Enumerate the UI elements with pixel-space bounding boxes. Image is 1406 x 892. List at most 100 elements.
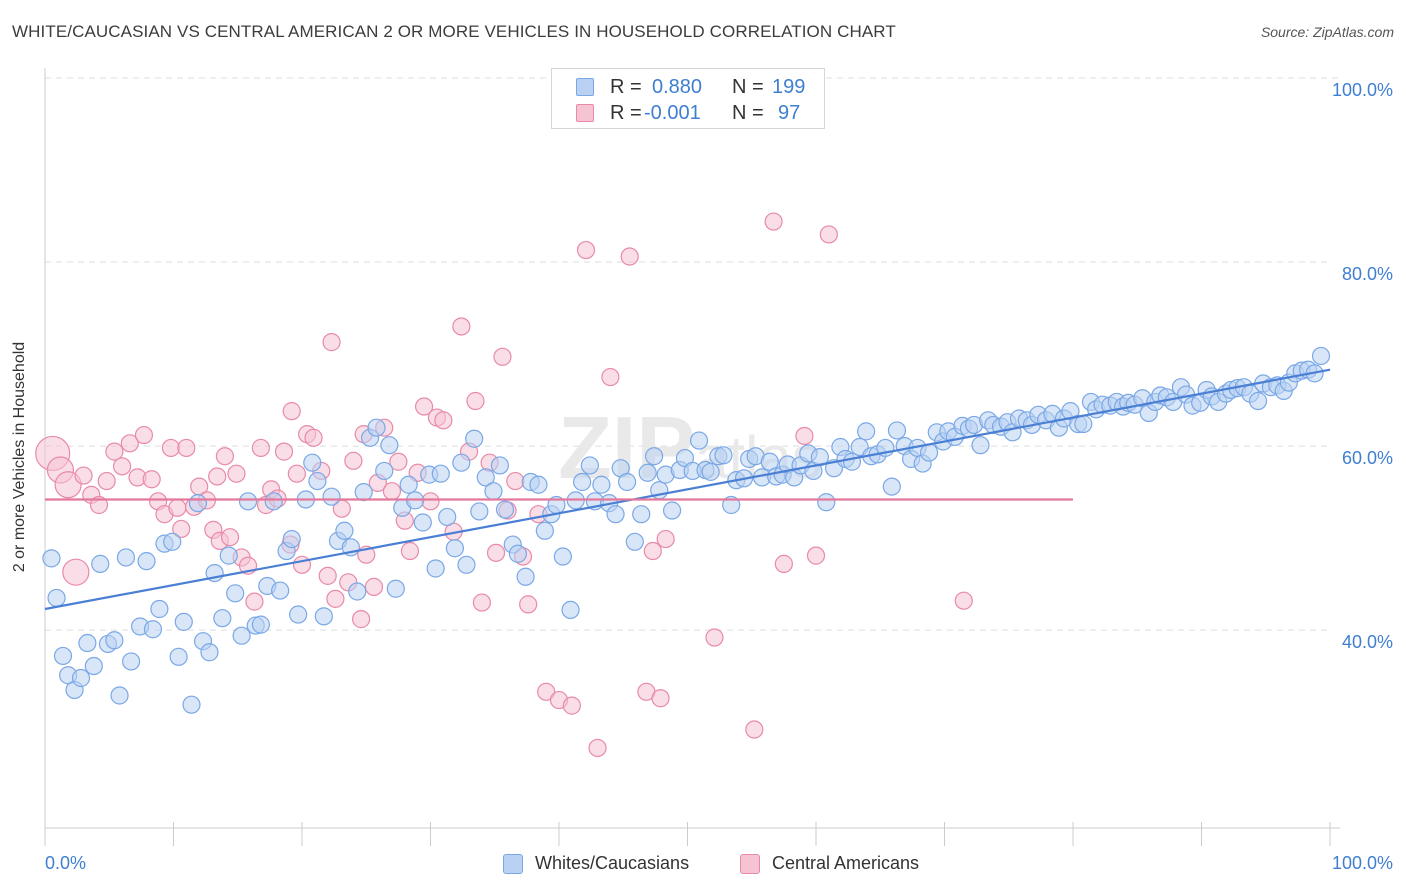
data-point — [91, 554, 110, 573]
y-axis-label: 2 or more Vehicles in Household — [11, 341, 28, 573]
bottom-legend-label: Central Americans — [772, 853, 920, 873]
legend-n-label: N = — [732, 102, 764, 124]
trend-lines — [44, 368, 1331, 611]
data-point — [389, 452, 408, 471]
x-tick-label: 100.0% — [1332, 853, 1393, 873]
data-point — [105, 631, 124, 650]
data-point — [625, 532, 644, 551]
data-point — [105, 442, 124, 461]
data-point — [651, 689, 670, 708]
data-point — [573, 472, 592, 492]
y-tick-label: 100.0% — [1332, 80, 1393, 100]
data-point — [71, 668, 91, 688]
data-point — [120, 434, 139, 453]
data-point — [588, 738, 607, 758]
data-point — [303, 453, 322, 472]
data-point — [271, 581, 290, 600]
data-point — [431, 464, 450, 483]
data-point — [251, 438, 270, 458]
data-point — [292, 555, 312, 574]
data-point — [232, 626, 251, 645]
legend-r-value: 0.880 — [652, 76, 703, 98]
y-tick-label: 80.0% — [1342, 264, 1393, 284]
data-point — [54, 471, 82, 499]
data-point — [78, 633, 97, 653]
data-point — [215, 447, 234, 466]
data-point — [638, 463, 657, 482]
data-point — [169, 647, 188, 666]
data-point — [174, 612, 193, 631]
data-point — [142, 470, 161, 489]
data-point — [382, 482, 402, 501]
data-point — [529, 475, 548, 494]
data-point — [116, 548, 136, 567]
data-point — [452, 317, 471, 336]
data-point — [322, 333, 341, 352]
tick-labels: 40.0% 60.0% 80.0% 100.0% 0.0% 100.0% — [45, 80, 1393, 873]
data-point — [764, 212, 783, 231]
data-point — [352, 610, 371, 629]
chart-title: WHITE/CAUCASIAN VS CENTRAL AMERICAN 2 OR… — [12, 22, 896, 41]
data-point — [714, 446, 733, 465]
legend-r-label: R = — [610, 102, 642, 124]
data-point — [168, 498, 187, 517]
data-point — [580, 456, 599, 475]
data-point — [817, 493, 836, 512]
data-point — [314, 607, 333, 626]
data-point — [662, 501, 682, 520]
data-point — [656, 529, 675, 549]
data-point — [857, 422, 876, 441]
y-tick-label: 60.0% — [1342, 448, 1393, 468]
data-point — [722, 495, 741, 515]
data-point — [200, 643, 219, 662]
legend-n-value: 97 — [778, 102, 801, 124]
gridlines — [45, 77, 1340, 631]
data-point — [375, 461, 394, 481]
data-point — [219, 546, 238, 565]
data-point — [188, 494, 208, 513]
data-point — [561, 600, 580, 620]
data-point — [486, 543, 506, 562]
data-point — [421, 492, 440, 511]
data-point — [245, 592, 264, 611]
data-point — [282, 402, 301, 421]
data-point — [689, 431, 709, 450]
data-point — [476, 468, 495, 487]
x-tick-label: 0.0% — [45, 853, 86, 873]
data-point — [434, 411, 453, 430]
data-point — [882, 477, 901, 496]
data-point — [705, 628, 724, 647]
data-point — [490, 456, 509, 475]
bottom-legend-swatch-blue — [503, 854, 523, 874]
legend-n-value: 199 — [772, 76, 806, 98]
data-point — [110, 686, 129, 705]
data-point — [62, 558, 90, 586]
legend-swatch-pink — [576, 104, 594, 122]
data-point — [150, 599, 169, 619]
data-point — [213, 609, 232, 628]
data-point — [562, 696, 581, 715]
legend-r-label: R = — [610, 76, 642, 98]
data-point — [472, 593, 491, 612]
data-point — [1311, 346, 1331, 366]
data-point — [287, 464, 306, 483]
data-point — [238, 492, 258, 511]
data-point — [380, 436, 399, 455]
data-point — [643, 541, 662, 561]
legend-r-value: -0.001 — [644, 102, 701, 124]
data-point — [322, 487, 341, 506]
data-point — [367, 418, 386, 437]
data-point — [348, 582, 367, 601]
data-point — [399, 475, 418, 494]
data-point — [143, 620, 163, 639]
data-point — [644, 447, 664, 466]
y-tick-label: 40.0% — [1342, 632, 1393, 652]
data-point — [745, 720, 764, 739]
trend-line — [44, 368, 1331, 611]
data-point — [172, 519, 191, 539]
data-point — [274, 442, 294, 461]
data-point — [774, 554, 793, 573]
data-point — [413, 513, 432, 532]
data-point — [137, 552, 156, 571]
